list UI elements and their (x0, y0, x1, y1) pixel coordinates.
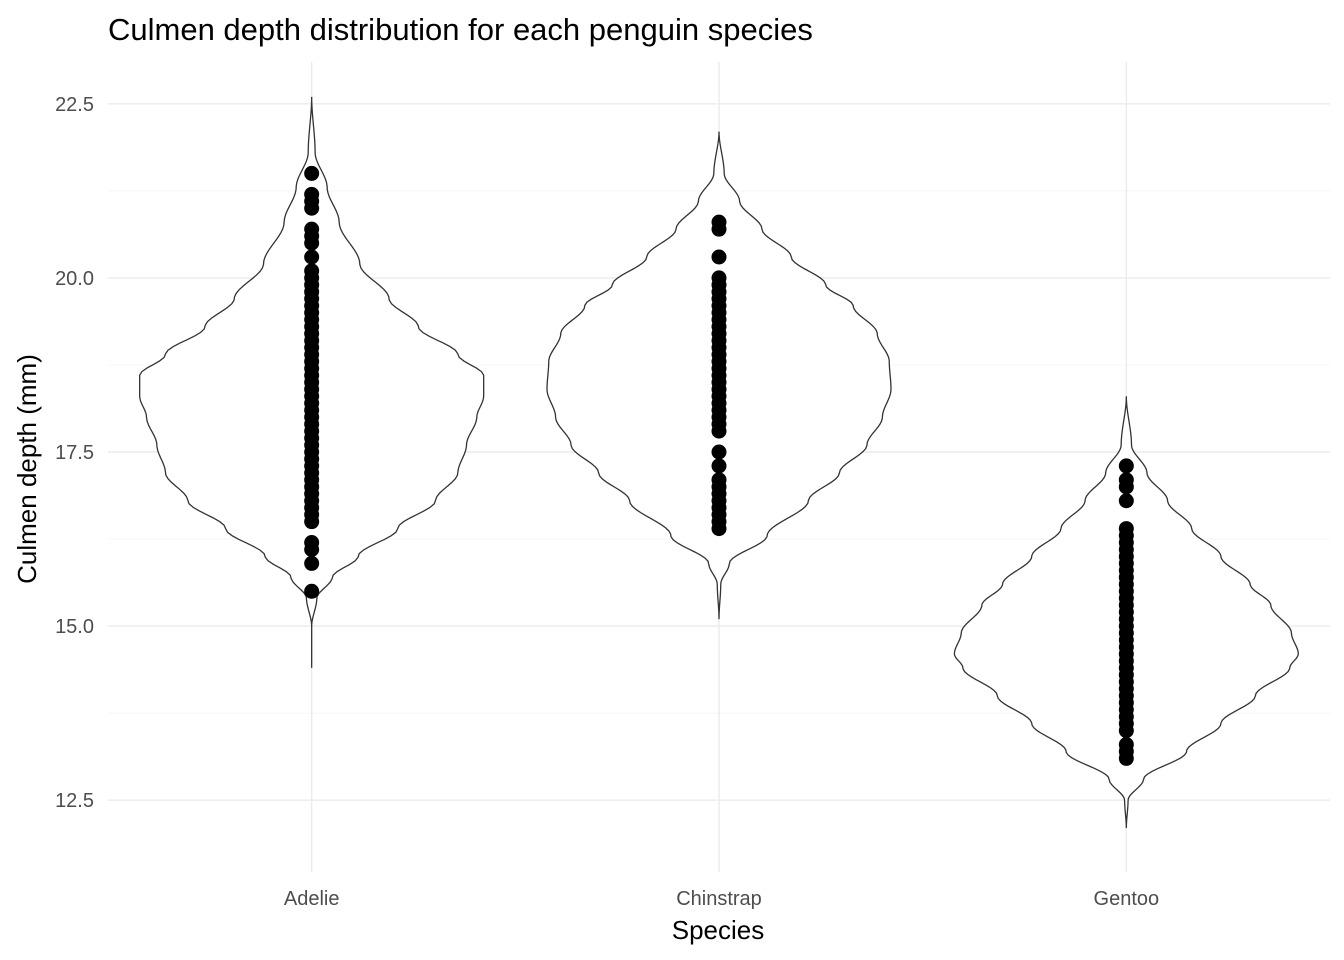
data-point (304, 186, 320, 202)
y-axis-ticks: 12.5 15.0 17.5 20.0 22.5 (55, 94, 94, 812)
x-tick-label: Gentoo (1094, 888, 1160, 910)
data-point (711, 214, 727, 230)
data-point (304, 555, 320, 571)
x-axis-ticks: Adelie Chinstrap Gentoo (284, 888, 1159, 910)
x-tick-label: Adelie (284, 888, 340, 910)
data-point (711, 472, 727, 488)
data-point (304, 535, 320, 551)
data-point (1118, 458, 1134, 474)
data-point (711, 444, 727, 460)
data-point (304, 221, 320, 237)
data-point (711, 270, 727, 286)
chart-title: Culmen depth distribution for each pengu… (108, 12, 813, 47)
x-tick-label: Chinstrap (676, 888, 762, 910)
y-tick-label: 15.0 (55, 616, 94, 638)
data-point (711, 458, 727, 474)
data-point (1118, 737, 1134, 752)
x-axis-title: Species (672, 915, 765, 945)
data-point (304, 263, 320, 279)
y-axis-title: Culmen depth (mm) (12, 354, 42, 584)
y-tick-label: 12.5 (55, 790, 94, 812)
y-tick-label: 22.5 (55, 94, 94, 116)
data-point (1118, 493, 1134, 509)
data-point (304, 583, 320, 599)
data-point (711, 249, 727, 265)
y-tick-label: 17.5 (55, 442, 94, 464)
data-point (304, 249, 320, 265)
data-point (1118, 472, 1134, 488)
data-point (1118, 521, 1134, 537)
data-point (304, 165, 320, 181)
data-points (304, 165, 1134, 766)
y-tick-label: 20.0 (55, 268, 94, 290)
